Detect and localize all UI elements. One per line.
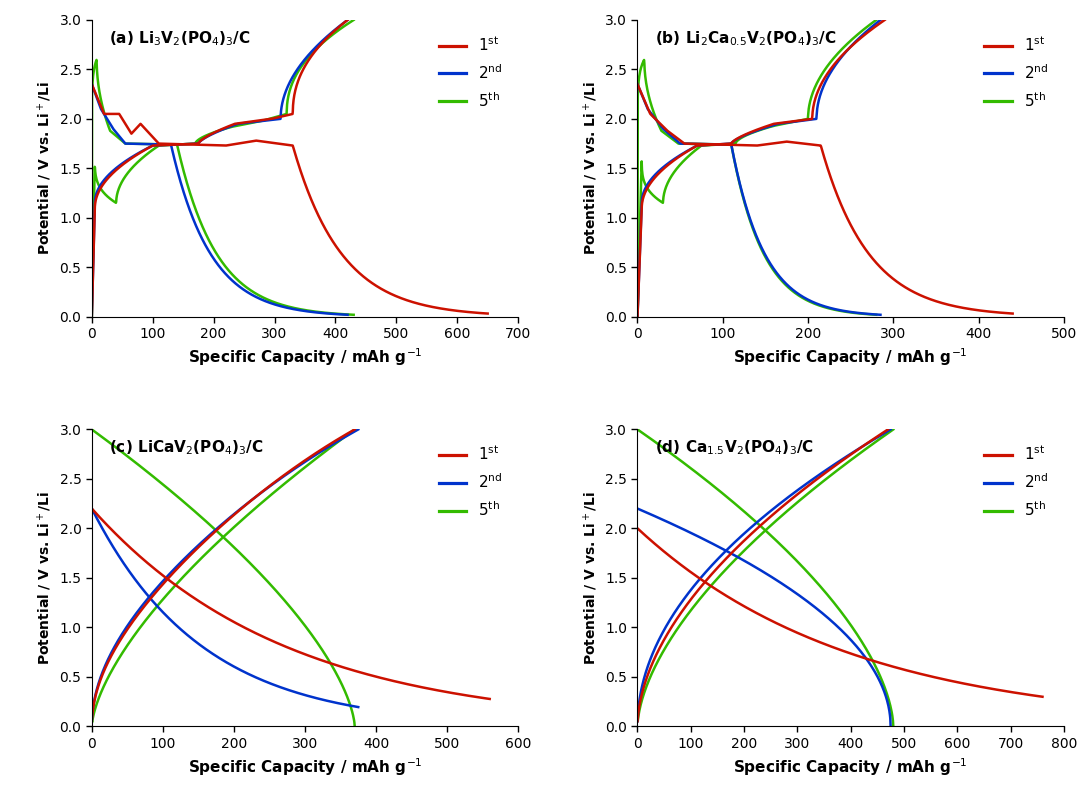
X-axis label: Specific Capacity / mAh g$^{-1}$: Specific Capacity / mAh g$^{-1}$ bbox=[733, 757, 968, 778]
X-axis label: Specific Capacity / mAh g$^{-1}$: Specific Capacity / mAh g$^{-1}$ bbox=[733, 346, 968, 369]
Legend: 1$^{\rm st}$, 2$^{\rm nd}$, 5$^{\rm th}$: 1$^{\rm st}$, 2$^{\rm nd}$, 5$^{\rm th}$ bbox=[976, 28, 1056, 117]
Text: (a) Li$_3$V$_2$(PO$_4$)$_3$/C: (a) Li$_3$V$_2$(PO$_4$)$_3$/C bbox=[109, 29, 251, 48]
Legend: 1$^{\rm st}$, 2$^{\rm nd}$, 5$^{\rm th}$: 1$^{\rm st}$, 2$^{\rm nd}$, 5$^{\rm th}$ bbox=[431, 28, 511, 117]
Y-axis label: Potential / V vs. Li$^+$/Li: Potential / V vs. Li$^+$/Li bbox=[581, 81, 599, 255]
Legend: 1$^{\rm st}$, 2$^{\rm nd}$, 5$^{\rm th}$: 1$^{\rm st}$, 2$^{\rm nd}$, 5$^{\rm th}$ bbox=[431, 437, 511, 527]
Text: (b) Li$_2$Ca$_{0.5}$V$_2$(PO$_4$)$_3$/C: (b) Li$_2$Ca$_{0.5}$V$_2$(PO$_4$)$_3$/C bbox=[654, 29, 836, 48]
Legend: 1$^{\rm st}$, 2$^{\rm nd}$, 5$^{\rm th}$: 1$^{\rm st}$, 2$^{\rm nd}$, 5$^{\rm th}$ bbox=[976, 437, 1056, 527]
X-axis label: Specific Capacity / mAh g$^{-1}$: Specific Capacity / mAh g$^{-1}$ bbox=[188, 757, 422, 778]
Y-axis label: Potential / V vs. Li$^+$/Li: Potential / V vs. Li$^+$/Li bbox=[581, 491, 599, 665]
Text: (d) Ca$_{1.5}$V$_2$(PO$_4$)$_3$/C: (d) Ca$_{1.5}$V$_2$(PO$_4$)$_3$/C bbox=[654, 438, 813, 457]
X-axis label: Specific Capacity / mAh g$^{-1}$: Specific Capacity / mAh g$^{-1}$ bbox=[188, 346, 422, 369]
Text: (c) LiCaV$_2$(PO$_4$)$_3$/C: (c) LiCaV$_2$(PO$_4$)$_3$/C bbox=[109, 438, 264, 457]
Y-axis label: Potential / V vs. Li$^+$/Li: Potential / V vs. Li$^+$/Li bbox=[36, 81, 54, 255]
Y-axis label: Potential / V vs. Li$^+$/Li: Potential / V vs. Li$^+$/Li bbox=[36, 491, 54, 665]
